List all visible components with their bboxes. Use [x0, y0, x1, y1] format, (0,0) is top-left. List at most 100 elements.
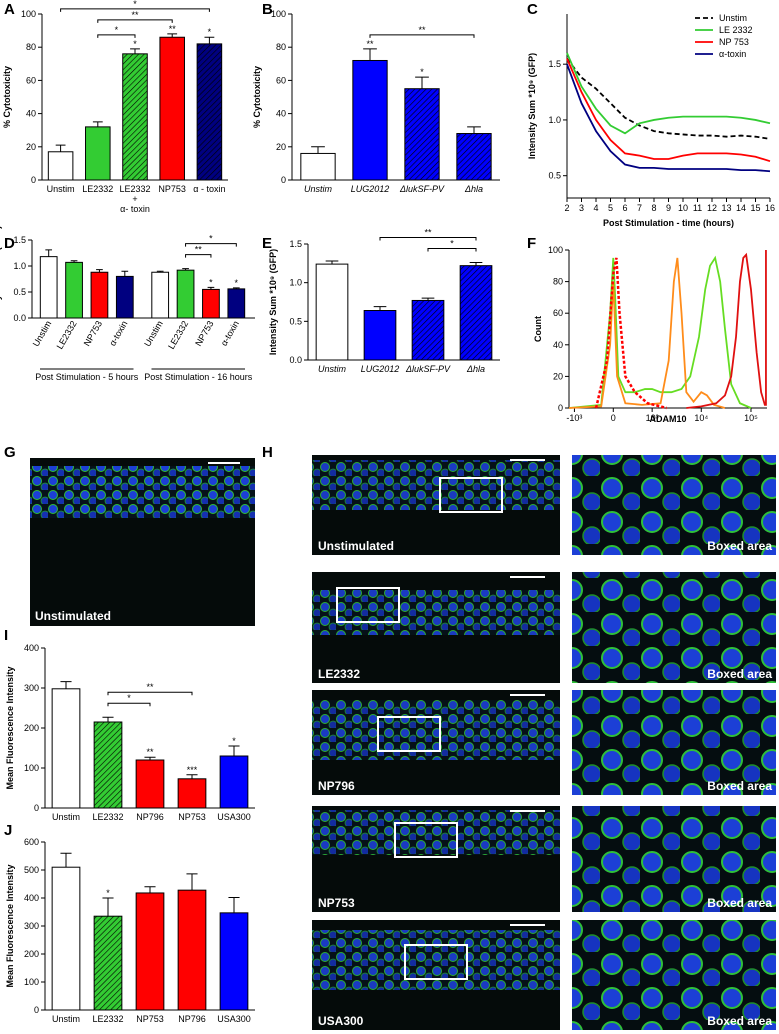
x-tick-label: 11: [693, 203, 702, 213]
zoom-micrograph: [572, 455, 776, 555]
error-bar: [96, 269, 103, 273]
significance-star: *: [420, 67, 424, 77]
significance-bracket: [185, 243, 237, 247]
data-line: [568, 255, 752, 409]
y-tick-label: 1.5: [289, 239, 302, 249]
bar: [196, 43, 223, 181]
y-tick-label: 60: [26, 75, 36, 85]
error-bar: [167, 33, 178, 38]
significance-label: *: [115, 25, 119, 35]
y-axis-label: Count: [533, 316, 543, 342]
error-bar: [92, 121, 103, 127]
error-bar: [325, 260, 339, 265]
bar: [352, 59, 388, 181]
y-tick-label: 0.5: [289, 316, 302, 326]
bar: [115, 275, 134, 319]
bar: [85, 126, 111, 181]
data-line: [568, 257, 726, 409]
significance-label: **: [146, 682, 154, 692]
y-tick-label: 0: [281, 175, 286, 185]
significance-star: *: [106, 888, 110, 898]
x-tick-label: 3: [579, 203, 584, 213]
y-tick-label: 1.5: [548, 59, 561, 69]
panel-label: G: [4, 444, 16, 461]
y-axis-label: Intensity Sum *10⁹ (GFP): [268, 249, 278, 355]
significance-label: **: [195, 245, 203, 255]
bar: [411, 299, 445, 361]
error-bar: [228, 896, 240, 913]
x-tick-label: 10³: [646, 413, 659, 423]
x-tick-label: USA300: [217, 1014, 251, 1024]
y-tick-label: 0.0: [13, 313, 26, 323]
y-tick-label: 40: [276, 109, 286, 119]
x-tick-label: 10: [678, 203, 688, 213]
y-tick-label: 40: [553, 340, 563, 350]
y-tick-label: 0.5: [13, 287, 26, 297]
y-tick-label: 80: [553, 277, 563, 287]
x-tick-label: LE2332: [82, 184, 113, 194]
image-caption: NP796: [318, 779, 355, 793]
y-tick-label: 1.0: [548, 115, 561, 125]
bar: [51, 866, 81, 1011]
significance-label: **: [131, 10, 139, 20]
error-bar: [186, 873, 198, 891]
bar: [151, 271, 170, 319]
zoom-micrograph: [572, 920, 776, 1030]
x-tick-label: Unstim: [52, 812, 80, 822]
tissue-layer: [312, 930, 560, 990]
x-tick-label-line: +: [132, 194, 137, 204]
error-bar: [60, 681, 72, 689]
x-tick-label: 13: [721, 203, 731, 213]
x-axis-label: Post Stimulation - time (hours): [603, 218, 734, 228]
y-tick-label: 0: [34, 1005, 39, 1015]
bar: [456, 133, 492, 181]
x-tick-label: LUG2012: [351, 184, 390, 194]
data-line: [566, 58, 771, 140]
x-tick-label: NP796: [178, 1014, 206, 1024]
bar: [219, 912, 249, 1011]
error-bar: [232, 287, 240, 289]
image-caption: Unstimulated: [35, 609, 111, 623]
x-tick-label: 10⁵: [744, 413, 758, 423]
error-bar: [469, 262, 483, 266]
y-tick-label: 100: [24, 763, 39, 773]
x-tick-label: -10³: [566, 413, 582, 423]
bar: [39, 256, 58, 319]
x-tick-label: LUG2012: [361, 364, 400, 374]
significance-bracket: [97, 34, 136, 38]
x-tick-label: Unstim: [52, 1014, 80, 1024]
x-tick-label: NP753: [178, 812, 206, 822]
panel-label: F: [527, 235, 536, 252]
y-tick-label: 20: [26, 142, 36, 152]
x-tick-label: NP753: [82, 319, 104, 348]
x-tick-label: α - toxin: [193, 184, 225, 194]
significance-bracket: [107, 702, 151, 707]
bar: [135, 892, 165, 1011]
tissue-layer: [30, 466, 255, 518]
zoom-micrograph: [572, 806, 776, 912]
significance-bracket: [369, 34, 475, 38]
panel-label: C: [527, 1, 538, 18]
error-bar: [228, 745, 240, 756]
x-tick-label: 6: [622, 203, 627, 213]
y-tick-label: 100: [24, 977, 39, 987]
significance-bracket: [97, 19, 173, 23]
x-tick-label: 12: [707, 203, 717, 213]
panel-g: G Unstimulated: [4, 444, 255, 626]
x-tick-label-line: LE2332: [119, 184, 150, 194]
legend-label: NP 753: [719, 37, 749, 47]
significance-bracket: [379, 237, 477, 241]
panel-label: D: [4, 235, 15, 252]
error-bar: [421, 297, 435, 301]
error-bar: [373, 306, 387, 311]
group-label: Post Stimulation - 5 hours: [35, 372, 139, 382]
legend-label: α-toxin: [719, 49, 746, 59]
bar: [159, 36, 185, 181]
x-tick-label: 14: [736, 203, 746, 213]
group-label: Post Stimulation - 16 hours: [144, 372, 253, 382]
bar: [135, 759, 165, 809]
error-bar: [144, 886, 156, 893]
error-bar: [467, 126, 481, 134]
error-bar: [121, 270, 129, 277]
y-axis-label: Intensity Sum *10⁹ (GFP): [0, 226, 2, 332]
